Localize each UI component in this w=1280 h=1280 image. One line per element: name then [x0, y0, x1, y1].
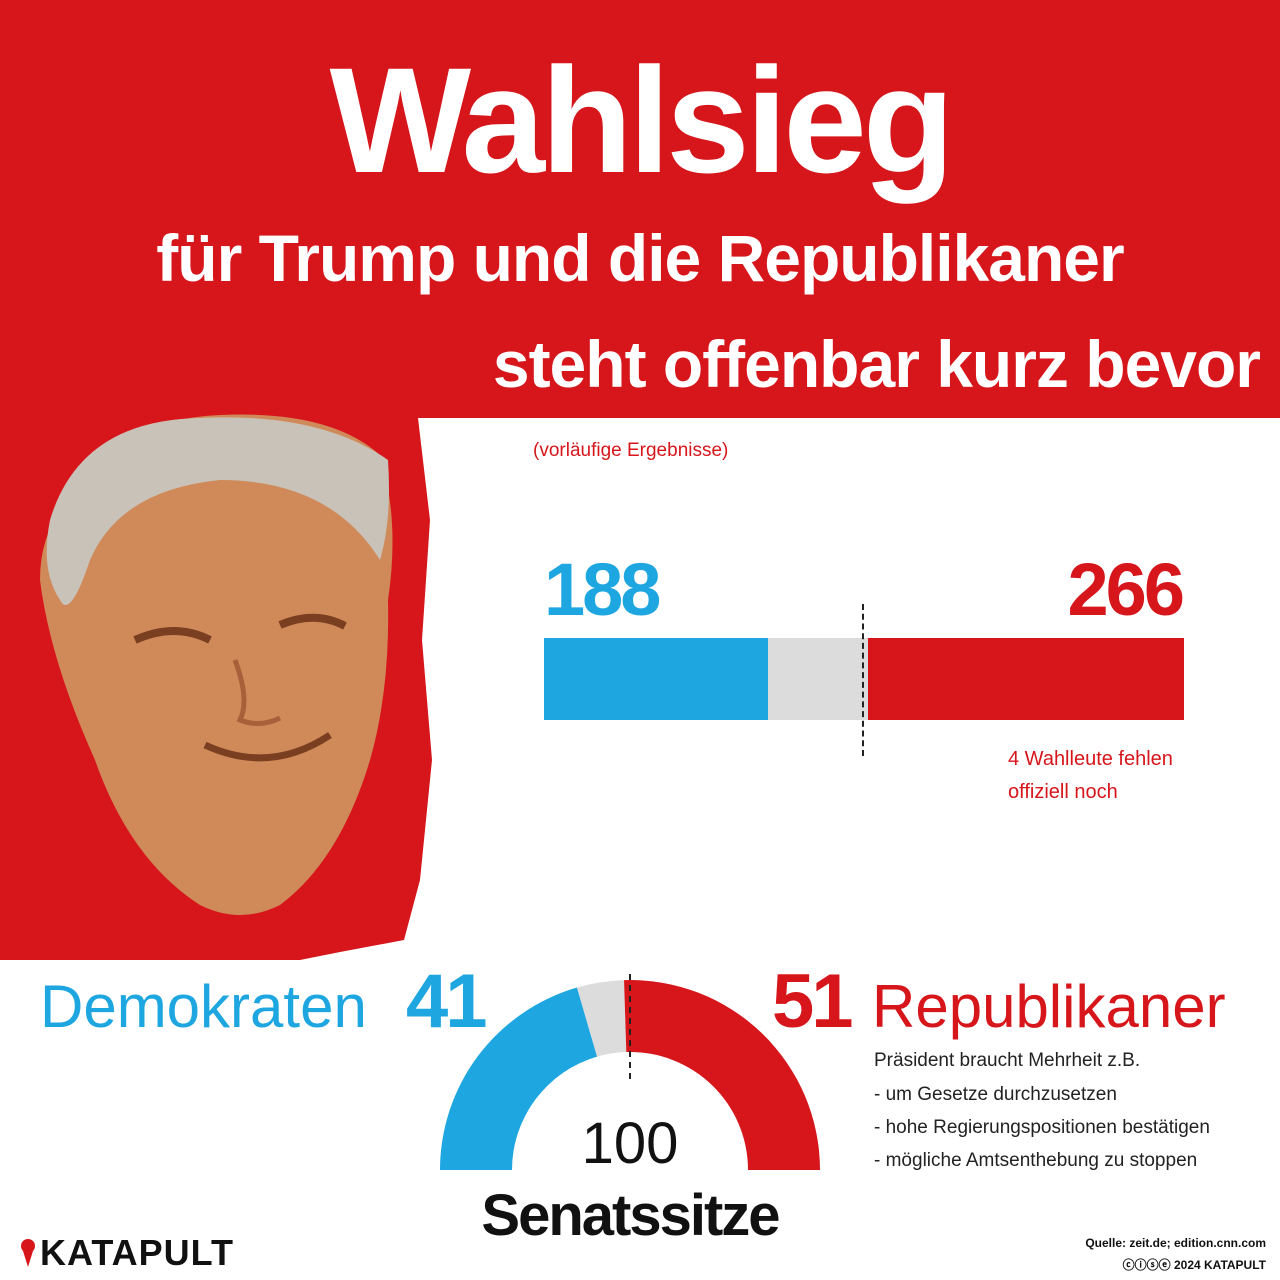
senate-arc-republikaner	[624, 980, 820, 1170]
ev-rep-value: 266	[1067, 548, 1185, 631]
senate-arc-open	[576, 980, 627, 1057]
brand-logo: KATAPULT	[20, 1232, 234, 1274]
senate-total: 100	[581, 1111, 679, 1176]
license-credit: ⓒⓘⓢⓔ 2024 KATAPULT	[1122, 1258, 1266, 1272]
chart-subtitle: (vorläufige Ergebnisse)	[533, 440, 729, 461]
ev-dem-value: 188	[544, 548, 661, 631]
headline-line-2: steht offenbar kurz bevor	[492, 327, 1261, 401]
info-line: - mögliche Amtsenthebung zu stoppen	[874, 1150, 1198, 1171]
katapult-icon	[21, 1239, 35, 1267]
info-line: - um Gesetze durchzusetzen	[874, 1084, 1117, 1105]
source-credit: Quelle: zeit.de; edition.cnn.com	[1085, 1236, 1266, 1250]
senate-rep-value: 51	[772, 959, 854, 1044]
info-line: Präsident braucht Mehrheit z.B.	[874, 1050, 1141, 1071]
senate-dem-label: Demokraten	[40, 973, 367, 1040]
senate-dem-value: 41	[406, 959, 488, 1044]
senate-chart	[440, 974, 820, 1170]
senate-rep-label: Republikaner	[872, 973, 1226, 1040]
ev-bar-segment-open	[767, 638, 868, 720]
headline-line-1: für Trump und die Republikaner	[156, 221, 1124, 295]
header-band	[0, 0, 1280, 418]
trump-portrait	[40, 414, 393, 915]
brand-name: KATAPULT	[40, 1232, 234, 1273]
ev-annotation-line-1: 4 Wahlleute fehlen	[1008, 748, 1173, 770]
ev-annotation-line-2: offiziell noch	[1008, 781, 1118, 803]
headline-main: Wahlsieg	[329, 36, 955, 204]
electoral-votes-bar	[544, 638, 1184, 720]
info-line: - hohe Regierungspositionen bestätigen	[874, 1117, 1210, 1138]
majority-line	[862, 604, 864, 756]
ev-bar-segment-republikaner	[867, 638, 1184, 720]
senate-caption: Senatssitze	[481, 1183, 780, 1248]
ev-bar-segment-demokraten	[544, 638, 768, 720]
senate-arc-demokraten	[440, 987, 598, 1170]
